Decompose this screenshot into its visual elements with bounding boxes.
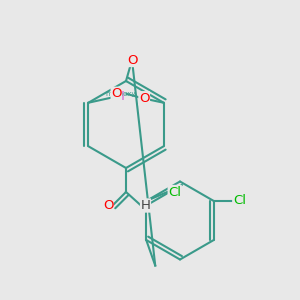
Text: H: H: [141, 199, 150, 212]
Text: Cl: Cl: [168, 185, 181, 199]
Text: O: O: [103, 199, 113, 212]
Text: methoxy: methoxy: [105, 91, 135, 97]
Text: O: O: [111, 87, 122, 100]
Text: Cl: Cl: [233, 194, 246, 208]
Text: I: I: [121, 90, 125, 103]
Text: O: O: [127, 53, 137, 67]
Text: O: O: [139, 92, 149, 105]
